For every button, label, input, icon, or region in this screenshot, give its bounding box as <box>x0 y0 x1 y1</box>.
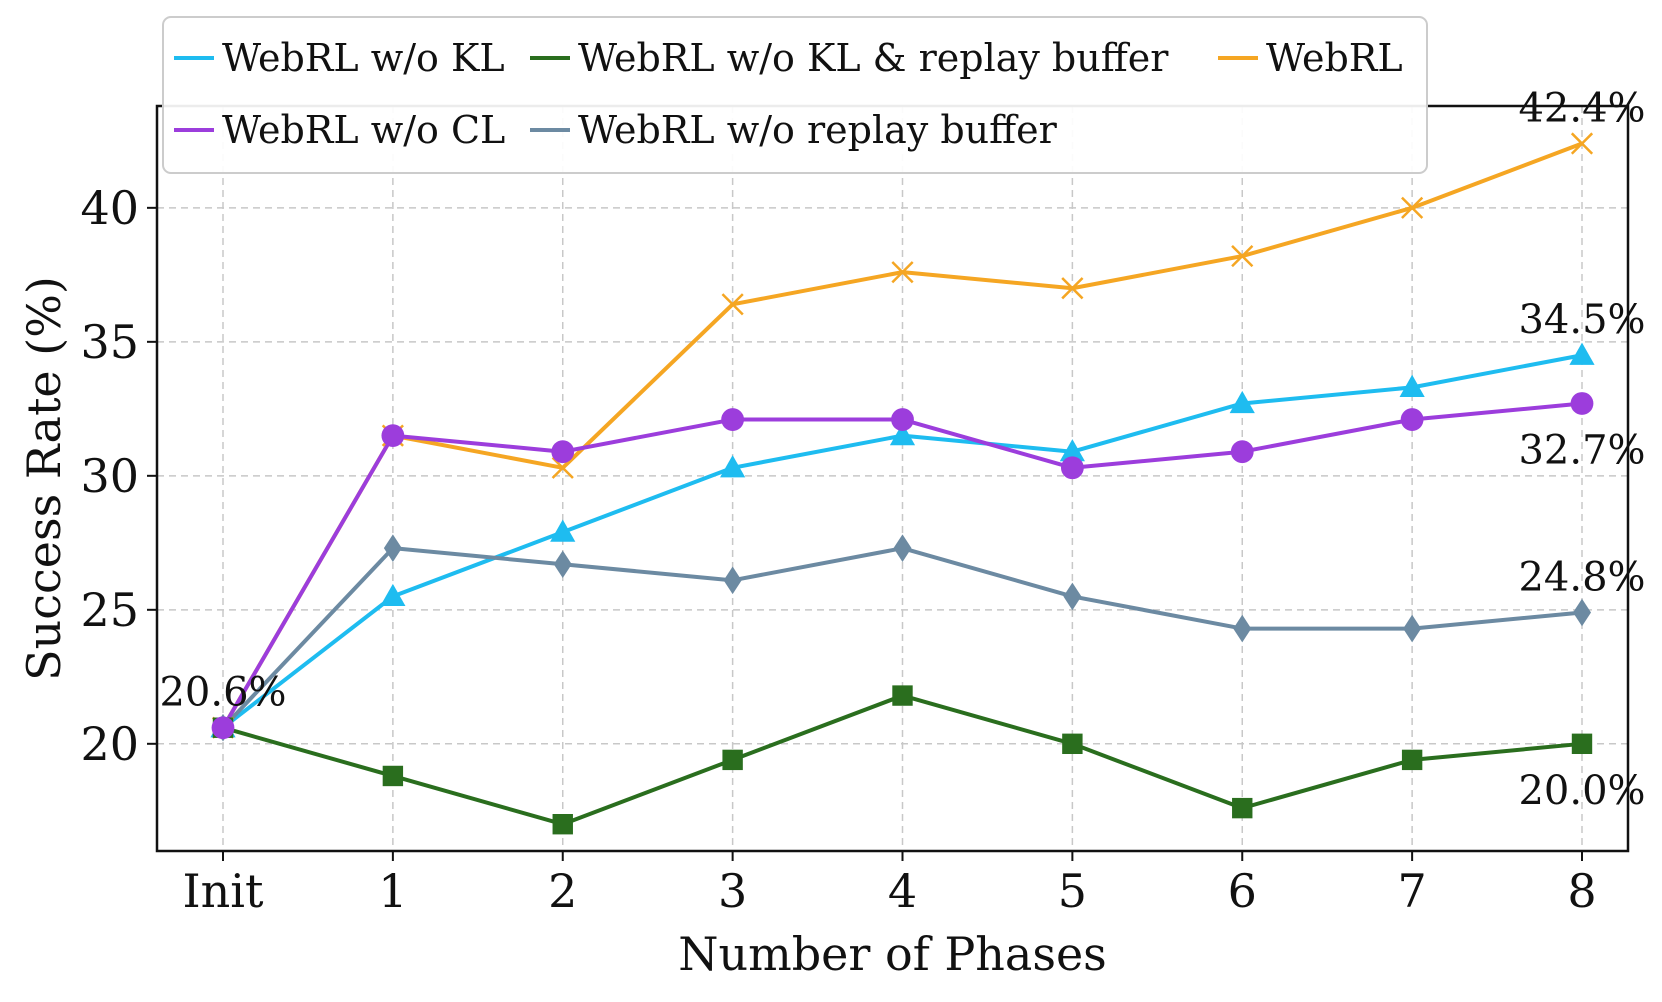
y-axis-title: Success Rate (%) <box>17 276 71 681</box>
data-point <box>380 583 406 607</box>
data-point <box>1060 456 1084 480</box>
data-point <box>1571 733 1593 755</box>
data-label: 42.4% <box>1518 86 1645 132</box>
x-axis-ticks: Init 1 2 3 4 5 6 7 8 <box>183 851 1597 918</box>
legend: WebRL w/o KL WebRL w/o KL & replay buffer… <box>162 16 1428 174</box>
data-labels: 42.4% 34.5% 32.7% 24.8% 20.0% 20.6% <box>159 86 1645 814</box>
data-point <box>1062 733 1083 755</box>
x-tick-label: 8 <box>1567 864 1596 918</box>
legend-label: WebRL w/o KL & replay buffer <box>578 36 1169 80</box>
data-point <box>382 765 404 787</box>
legend-label: WebRL w/o replay buffer <box>578 108 1058 152</box>
data-point <box>1570 132 1594 155</box>
data-point <box>889 423 916 446</box>
data-point <box>383 534 402 562</box>
x-tick-label: 2 <box>548 864 577 918</box>
y-tick-label: 25 <box>80 583 139 637</box>
legend-label: WebRL w/o CL <box>222 108 505 152</box>
data-point <box>1573 598 1591 627</box>
data-label: 32.7% <box>1518 427 1645 473</box>
data-point <box>1400 408 1424 431</box>
data-point <box>1059 439 1085 462</box>
data-point <box>1399 374 1425 397</box>
data-point <box>891 261 914 284</box>
data-point <box>551 440 575 464</box>
data-point <box>1061 277 1084 300</box>
legend-label: WebRL <box>1266 36 1403 80</box>
data-point <box>1401 749 1423 771</box>
data-point <box>721 293 744 316</box>
data-point <box>891 408 914 431</box>
data-point <box>1063 582 1082 611</box>
y-tick-label: 35 <box>80 315 139 369</box>
data-point <box>552 814 573 835</box>
x-tick-label: 5 <box>1058 864 1087 918</box>
gridlines <box>157 106 1628 851</box>
data-label: 34.5% <box>1518 297 1645 343</box>
data-point <box>1230 440 1254 464</box>
data-point <box>553 550 572 579</box>
data-point <box>720 455 746 478</box>
legend-label: WebRL w/o KL <box>222 36 505 80</box>
data-label: 20.6% <box>159 670 286 716</box>
data-point <box>721 408 745 431</box>
data-label: 24.8% <box>1518 554 1645 600</box>
x-tick-label: 4 <box>888 864 917 918</box>
data-point <box>892 685 913 706</box>
data-point <box>551 456 574 479</box>
y-tick-label: 30 <box>80 449 139 503</box>
data-point <box>550 519 576 542</box>
series-markers <box>210 132 1595 835</box>
data-point <box>381 424 405 448</box>
x-tick-label: 7 <box>1397 864 1426 918</box>
data-point <box>1569 342 1595 365</box>
data-point <box>723 566 742 595</box>
y-tick-label: 40 <box>80 181 139 235</box>
y-axis-ticks: 20 25 30 35 40 <box>80 181 157 771</box>
data-point <box>893 534 912 562</box>
y-tick-label: 20 <box>80 717 139 771</box>
data-point <box>1229 390 1255 414</box>
x-axis-title: Number of Phases <box>678 927 1107 981</box>
x-tick-label: 1 <box>378 864 407 918</box>
data-point <box>1570 392 1594 415</box>
legend-frame <box>162 16 1428 174</box>
x-tick-label: Init <box>183 864 265 918</box>
x-tick-label: 3 <box>718 864 747 918</box>
data-point <box>1403 614 1422 643</box>
data-point <box>722 749 743 771</box>
data-label: 20.0% <box>1518 768 1645 814</box>
data-point <box>1232 797 1253 819</box>
data-point <box>1401 196 1424 219</box>
data-point <box>1233 614 1252 643</box>
data-point <box>211 716 235 740</box>
plot-frame <box>155 104 1630 853</box>
x-tick-label: 6 <box>1228 864 1257 918</box>
data-point <box>1231 244 1254 268</box>
